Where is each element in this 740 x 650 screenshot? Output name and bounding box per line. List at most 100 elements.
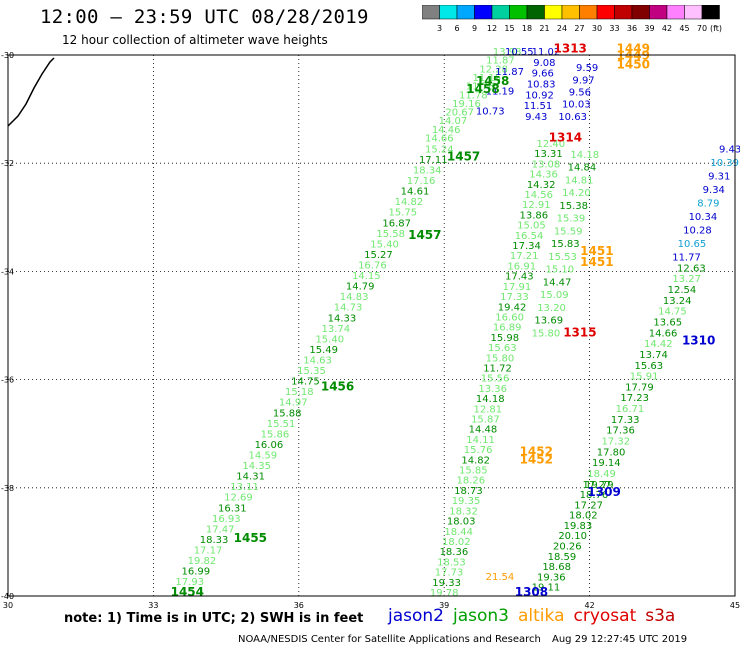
note-text: note: 1) Time is in UTC; 2) SWH is in fe… bbox=[64, 611, 364, 626]
wave-height-value: 18.53 bbox=[437, 557, 466, 568]
wave-height-value: 14.07 bbox=[439, 116, 468, 127]
wave-height-value: 19.35 bbox=[452, 496, 481, 507]
wave-height-value: 17.33 bbox=[500, 292, 529, 303]
pass-number-label: 1455 bbox=[234, 531, 267, 545]
color-scale-tick: 70 bbox=[697, 24, 707, 33]
wave-height-value: 19.82 bbox=[188, 556, 217, 567]
wave-height-value: 14.59 bbox=[248, 451, 277, 462]
wave-height-value: 13.24 bbox=[663, 296, 692, 307]
wave-height-value: 15.56 bbox=[481, 374, 510, 385]
track-pass-1454-1457: 17.9316.9919.8217.1718.3317.4716.9316.31… bbox=[175, 144, 453, 588]
color-scale-tick: 3 bbox=[437, 24, 442, 33]
wave-height-value: 10.83 bbox=[527, 79, 556, 90]
wave-height-value: 17.11 bbox=[419, 155, 448, 166]
wave-height-value: 16.71 bbox=[616, 404, 645, 415]
pass-number-label: 1450 bbox=[617, 58, 650, 72]
wave-height-value: 14.18 bbox=[476, 394, 505, 405]
wave-height-value: 15.27 bbox=[364, 250, 393, 261]
wave-height-value: 15.58 bbox=[376, 229, 405, 240]
color-scale-tick: 18 bbox=[522, 24, 532, 33]
wave-height-value: 9.66 bbox=[532, 69, 554, 80]
color-scale-tick: 24 bbox=[557, 24, 567, 33]
wave-height-value: 18.26 bbox=[457, 476, 486, 487]
lat-tick-label: -34 bbox=[1, 267, 14, 276]
wave-height-value: 12.63 bbox=[677, 263, 706, 274]
wave-height-value: 13.74 bbox=[639, 350, 668, 361]
wave-height-value: 15.75 bbox=[389, 208, 418, 219]
wave-height-value: 13.08 bbox=[532, 159, 561, 170]
wave-height-value: 10.63 bbox=[558, 112, 587, 123]
wave-height-value: 17.91 bbox=[503, 282, 532, 293]
lat-tick-label: -40 bbox=[1, 592, 14, 601]
wave-height-value: 18.68 bbox=[542, 562, 571, 573]
wave-height-value: 9.31 bbox=[708, 171, 730, 182]
pass-number-label: 1458 bbox=[476, 74, 509, 88]
wave-height-value: 17.79 bbox=[625, 382, 654, 393]
wave-height-value: 17.36 bbox=[606, 426, 635, 437]
wave-height-value: 14.15 bbox=[352, 271, 381, 282]
wave-height-value: 19.11 bbox=[532, 583, 561, 594]
wave-height-value: 15.76 bbox=[464, 445, 493, 456]
map-grid bbox=[7, 54, 736, 597]
wave-height-value: 14.20 bbox=[562, 188, 591, 199]
wave-height-value: 19.36 bbox=[537, 572, 566, 583]
wave-height-value: 8.79 bbox=[697, 198, 719, 209]
pass-number-label: 1308 bbox=[515, 585, 548, 599]
wave-height-value: 11.78 bbox=[466, 82, 495, 93]
wave-height-value: 12.40 bbox=[537, 139, 566, 150]
wave-height-value: 17.80 bbox=[597, 447, 626, 458]
lon-tick-label: 33 bbox=[148, 601, 158, 610]
legend-cryosat: cryosat bbox=[573, 606, 637, 626]
wave-height-value: 16.54 bbox=[515, 231, 544, 242]
pass-number-label: 1309 bbox=[587, 485, 620, 499]
wave-height-value: 16.99 bbox=[182, 567, 211, 578]
wave-height-value: 15.53 bbox=[548, 252, 577, 263]
track-pass-altika-bottom: 21.54 bbox=[486, 572, 515, 583]
wave-height-value: 14.97 bbox=[279, 398, 308, 409]
wave-height-value: 15.98 bbox=[490, 333, 519, 344]
wave-height-value: 14.33 bbox=[328, 313, 357, 324]
color-scale-tick: 30 bbox=[592, 24, 602, 33]
track-pass-1309-1310: 17.2718.4919.1417.8017.3217.3617.3316.71… bbox=[583, 263, 706, 490]
wave-height-value: 9.43 bbox=[719, 144, 740, 155]
wave-height-value: 14.66 bbox=[425, 134, 454, 145]
color-scale-swatches bbox=[422, 5, 720, 20]
wave-height-value: 14.63 bbox=[303, 356, 332, 367]
legend-jason2: jason2 bbox=[388, 606, 444, 626]
page-title: 12:00 – 23:59 UTC 08/28/2019 bbox=[40, 6, 369, 28]
map-axes: 30 33 36 39 42 45 -30 -32 -34 -36 -38 -40 bbox=[1, 51, 740, 610]
wave-height-value: 18.33 bbox=[200, 535, 229, 546]
wave-height-value: 15.18 bbox=[285, 387, 314, 398]
wave-height-value: 20.26 bbox=[553, 541, 582, 552]
wave-height-value: 15.88 bbox=[273, 408, 302, 419]
wave-height-value: 14.83 bbox=[340, 292, 369, 303]
wave-height-value: 11.19 bbox=[486, 87, 515, 98]
wave-height-value: 15.91 bbox=[630, 372, 659, 383]
wave-height-value: 10.65 bbox=[678, 239, 707, 250]
wave-height-value: 14.18 bbox=[570, 150, 599, 161]
wave-height-value: 14.82 bbox=[461, 455, 490, 466]
lon-tick-label: 42 bbox=[585, 601, 595, 610]
wave-height-value: 14.42 bbox=[644, 339, 673, 350]
page-subtitle: 12 hour collection of altimeter wave hei… bbox=[62, 33, 328, 47]
wave-height-value: 11.72 bbox=[483, 363, 512, 374]
footer-timestamp: Aug 29 12:27:45 UTC 2019 bbox=[552, 634, 688, 645]
wave-height-value: 11.15 bbox=[473, 73, 502, 84]
wave-height-value: 19.83 bbox=[564, 521, 593, 532]
track-pass-1457-1458: 14.6614.4614.0720.6719.1611.7811.7811.15… bbox=[425, 47, 521, 145]
wave-height-value: 16.31 bbox=[218, 503, 247, 514]
wave-height-value: 9.08 bbox=[533, 58, 555, 69]
pass-number-label: 1314 bbox=[549, 131, 582, 145]
pass-number-label: 1457 bbox=[447, 149, 480, 163]
color-scale-ticks: 3 6 9 12 15 18 21 24 27 30 33 36 39 42 45 70 bbox=[437, 24, 707, 33]
wave-height-value: 14.46 bbox=[432, 125, 461, 136]
wave-height-value: 16.93 bbox=[212, 514, 241, 525]
pass-number-label: 1310 bbox=[682, 333, 715, 347]
wave-height-value: 20.67 bbox=[445, 108, 474, 119]
wave-height-value: 15.83 bbox=[551, 239, 580, 250]
wave-height-value: 16.06 bbox=[255, 440, 284, 451]
wave-height-value: 10.28 bbox=[683, 226, 712, 237]
color-scale-tick: 6 bbox=[454, 24, 459, 33]
